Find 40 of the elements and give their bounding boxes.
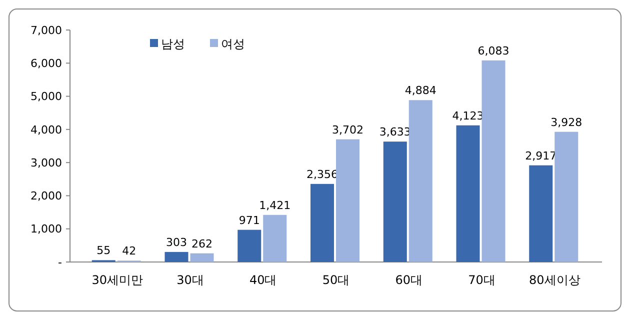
data-label: 3,928 bbox=[550, 116, 582, 129]
y-tick-label: 4,000 bbox=[30, 123, 62, 136]
data-label: 303 bbox=[166, 236, 187, 249]
bar bbox=[336, 139, 360, 262]
bar bbox=[554, 132, 578, 262]
y-tick-label: 3,000 bbox=[30, 156, 62, 170]
bar bbox=[529, 165, 553, 262]
bar bbox=[164, 252, 188, 262]
x-tick-label: 70대 bbox=[468, 273, 496, 287]
y-tick-label: - bbox=[58, 256, 62, 269]
y-tick-label: 5,000 bbox=[30, 90, 62, 104]
bar bbox=[456, 125, 480, 262]
x-tick-label: 50대 bbox=[322, 273, 350, 287]
x-tick-label: 30세미만 bbox=[92, 273, 144, 287]
legend-label: 여성 bbox=[221, 37, 245, 52]
y-tick-label: 6,000 bbox=[30, 56, 62, 70]
data-label: 55 bbox=[96, 244, 111, 258]
data-label: 3,702 bbox=[332, 123, 364, 136]
x-tick-label: 40대 bbox=[249, 273, 277, 287]
data-label: 6,083 bbox=[478, 44, 510, 58]
bar bbox=[310, 184, 334, 262]
data-label: 262 bbox=[192, 237, 212, 250]
data-label: 1,421 bbox=[259, 198, 291, 212]
x-tick-label: 60대 bbox=[395, 273, 423, 287]
data-label: 42 bbox=[122, 244, 136, 258]
y-tick-label: 2,000 bbox=[30, 190, 62, 203]
y-tick-label: 1,000 bbox=[30, 222, 62, 236]
bar bbox=[482, 60, 506, 262]
bar bbox=[408, 100, 432, 262]
y-tick-label: 7,000 bbox=[30, 24, 62, 37]
bar bbox=[383, 142, 407, 262]
data-label: 2,917 bbox=[525, 149, 557, 162]
bar bbox=[238, 230, 262, 262]
legend-label: 남성 bbox=[161, 37, 185, 52]
x-tick-label: 80세이상 bbox=[528, 273, 580, 287]
bar bbox=[190, 253, 214, 262]
bar bbox=[263, 214, 287, 262]
data-label: 971 bbox=[238, 214, 260, 227]
x-tick-label: 30대 bbox=[176, 273, 204, 287]
data-label: 4,884 bbox=[404, 84, 436, 98]
